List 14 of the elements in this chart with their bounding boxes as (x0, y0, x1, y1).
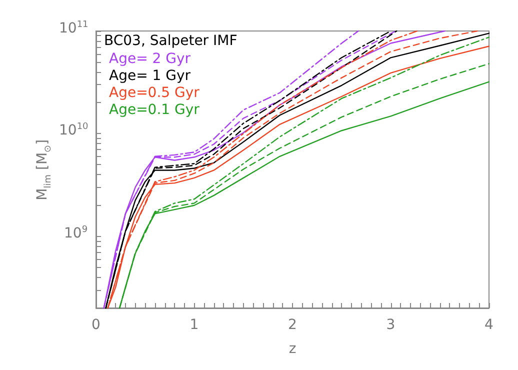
x-tick-label: 2 (288, 317, 297, 333)
x-tick-label: 3 (386, 317, 396, 333)
legend-title: BC03, Salpeter IMF (104, 33, 238, 49)
x-tick-label: 0 (92, 317, 100, 333)
y-tick-label: 10$^{10}$ (59, 122, 88, 139)
x-axis-title: z (288, 341, 296, 357)
y-tick-label: 10$^{11}$ (59, 20, 88, 36)
text: Age= 2 Gyr (109, 51, 191, 67)
text: Age=0.5 Gyr (109, 85, 200, 101)
y-tick-label: 10$^{9}$ (64, 224, 88, 242)
x-tick-label: 4 (484, 317, 494, 333)
text: Age= 1 Gyr (109, 68, 191, 84)
text: Age=0.1 Gyr (109, 102, 200, 118)
x-tick-label: 1 (190, 317, 199, 333)
